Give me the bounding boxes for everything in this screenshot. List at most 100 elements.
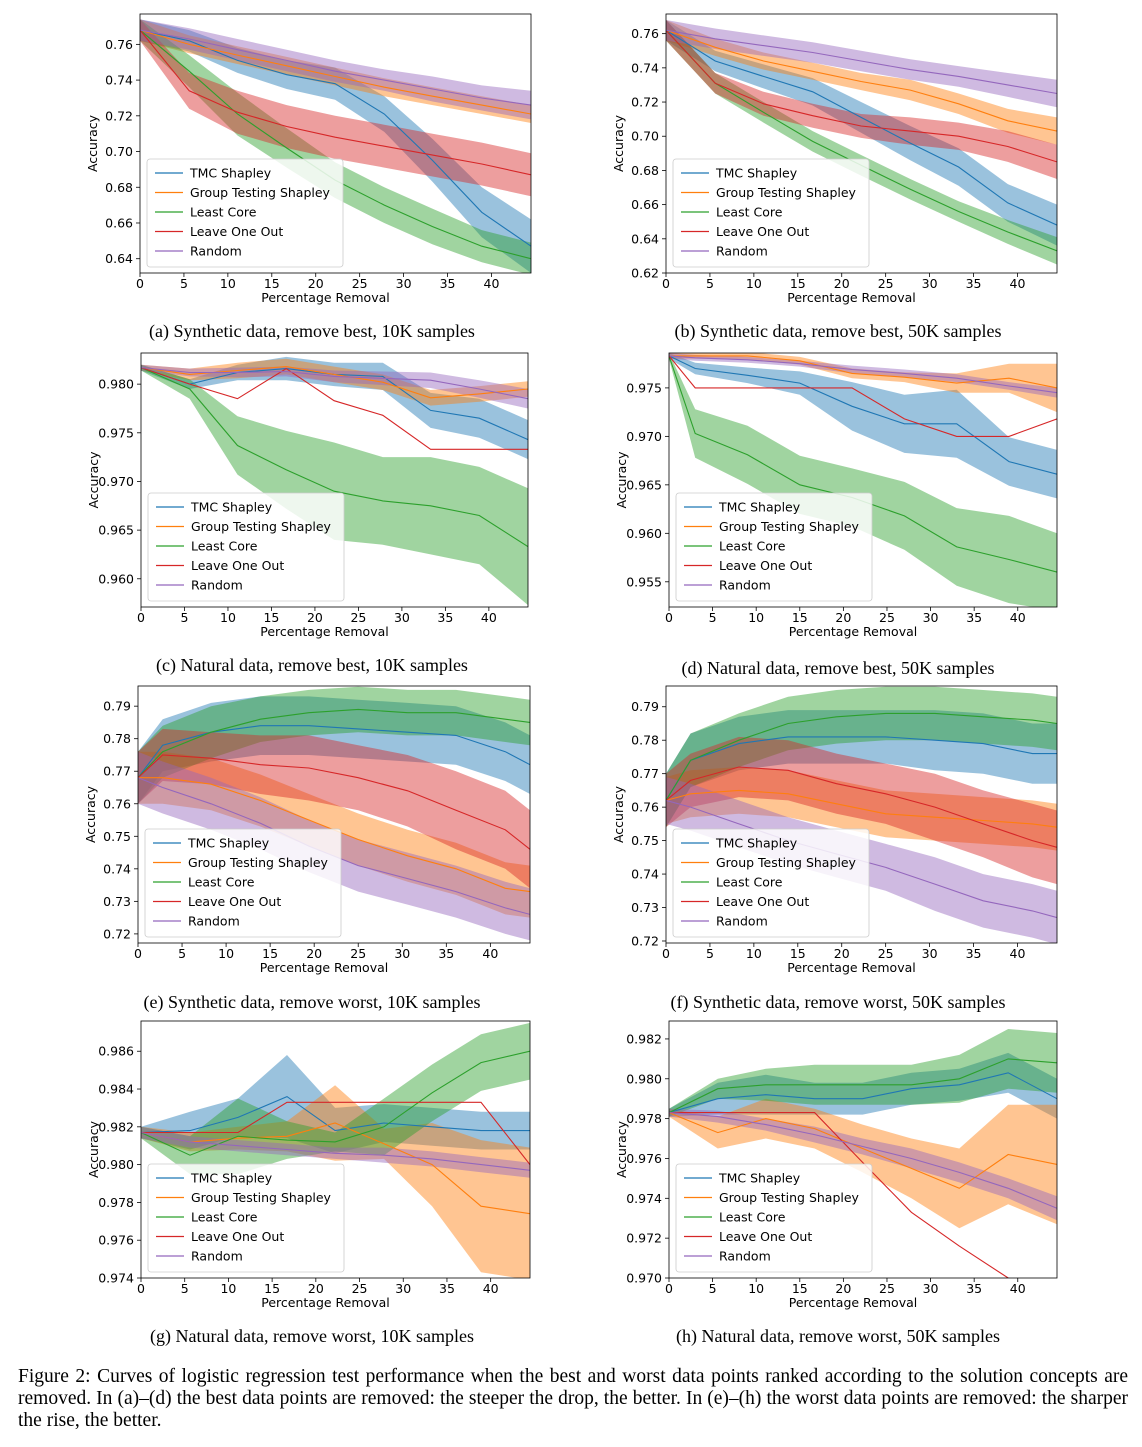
legend-label-tmc-shapley: TMC Shapley: [715, 836, 798, 851]
x-tick-label: 10: [746, 276, 762, 291]
x-axis-label: Percentage Removal: [787, 290, 915, 305]
x-tick-label: 25: [350, 946, 366, 961]
x-tick-label: 10: [746, 946, 762, 961]
line-group-testing-shapley: [140, 29, 531, 115]
y-tick-label: 0.70: [105, 144, 133, 159]
legend-label-tmc-shapley: TMC Shapley: [190, 500, 273, 515]
panel-caption: (a) Synthetic data, remove best, 10K sam…: [149, 321, 475, 342]
legend-box: [675, 1163, 873, 1273]
x-tick-label: 30: [396, 276, 412, 291]
legend-label-leave-one-out: Leave One Out: [719, 558, 812, 573]
x-tick-label: 40: [1010, 946, 1026, 961]
x-tick-label: 25: [352, 276, 368, 291]
y-tick-label: 0.980: [98, 1157, 134, 1172]
x-tick-label: 40: [1010, 1281, 1026, 1296]
x-axis-label: Percentage Removal: [789, 624, 917, 639]
band-group-testing-shapley: [669, 353, 1057, 413]
legend-label-tmc-shapley: TMC Shapley: [718, 500, 801, 515]
y-tick-label: 0.76: [631, 800, 659, 815]
legend-box: [147, 1163, 345, 1273]
x-tick-label: 25: [878, 276, 894, 291]
x-tick-label: 5: [706, 276, 714, 291]
x-tick-label: 15: [792, 1281, 808, 1296]
legend-label-tmc-shapley: TMC Shapley: [190, 1171, 273, 1186]
legend-label-leave-one-out: Leave One Out: [191, 558, 284, 573]
x-tick-label: 15: [263, 610, 279, 625]
legend-label-random: Random: [190, 244, 242, 259]
y-tick-label: 0.68: [631, 163, 659, 178]
x-tick-label: 5: [709, 610, 717, 625]
legend-label-random: Random: [716, 914, 768, 929]
band-random: [669, 353, 1057, 398]
line-group-testing-shapley: [669, 1112, 1057, 1189]
panel-caption: (h) Natural data, remove worst, 50K samp…: [676, 1326, 1000, 1347]
line-random: [141, 1131, 530, 1171]
line-tmc-shapley: [666, 736, 1057, 801]
line-leave-one-out: [669, 1112, 1010, 1278]
x-tick-label: 25: [878, 946, 894, 961]
legend-label-group-testing-shapley: Group Testing Shapley: [719, 1190, 860, 1205]
x-tick-label: 10: [220, 610, 236, 625]
panel-caption: (d) Natural data, remove best, 50K sampl…: [682, 658, 995, 679]
plot-area: [140, 19, 531, 273]
legend-label-random: Random: [191, 578, 243, 593]
line-random: [140, 29, 531, 106]
line-group-testing-shapley: [141, 1122, 530, 1215]
legend-box: [144, 828, 342, 938]
band-tmc-shapley: [141, 1055, 530, 1154]
x-tick-label: 0: [134, 946, 142, 961]
chart-panel-d: 0 5 10 15 20 25 30 35 40 0.955 0.960 0.965 0.970 0.97…: [614, 352, 1058, 679]
line-leave-one-out: [666, 766, 1057, 848]
x-tick-label: 40: [1010, 610, 1026, 625]
band-tmc-shapley: [141, 356, 528, 460]
y-tick-label: 0.978: [626, 1111, 662, 1126]
legend: TMC Shapley Group Testing Shapley Least Co…: [147, 492, 345, 602]
x-axis-label: Percentage Removal: [261, 1295, 389, 1310]
y-tick-label: 0.76: [103, 796, 131, 811]
line-random: [666, 29, 1057, 95]
legend-label-group-testing-shapley: Group Testing Shapley: [716, 855, 857, 870]
band-random: [140, 19, 531, 120]
y-tick-label: 0.970: [626, 1271, 662, 1286]
y-axis-label: Accuracy: [86, 451, 101, 509]
figure-caption: Figure 2: Curves of logistic regression …: [18, 1366, 1128, 1431]
x-tick-label: 5: [706, 946, 714, 961]
y-tick-label: 0.965: [626, 477, 662, 492]
band-group-testing-shapley: [666, 20, 1057, 145]
legend-label-random: Random: [716, 244, 768, 259]
legend-label-group-testing-shapley: Group Testing Shapley: [719, 519, 860, 534]
x-tick-label: 5: [181, 610, 189, 625]
legend-label-least-core: Least Core: [719, 539, 786, 554]
y-tick-label: 0.974: [98, 1271, 134, 1286]
x-tick-label: 35: [966, 610, 982, 625]
x-tick-label: 15: [264, 276, 280, 291]
band-tmc-shapley: [140, 19, 531, 273]
legend-label-leave-one-out: Leave One Out: [716, 894, 809, 909]
x-tick-label: 20: [308, 276, 324, 291]
x-axis-label: Percentage Removal: [260, 624, 388, 639]
y-tick-label: 0.975: [98, 425, 134, 440]
line-group-testing-shapley: [666, 789, 1057, 828]
plot-area: [141, 356, 528, 606]
plot-frame: [668, 352, 1058, 608]
legend-label-leave-one-out: Leave One Out: [716, 224, 809, 239]
x-tick-label: 10: [220, 276, 236, 291]
x-tick-label: 35: [966, 946, 982, 961]
y-tick-label: 0.64: [631, 231, 659, 246]
legend-box: [672, 158, 870, 268]
y-tick-label: 0.66: [631, 197, 659, 212]
figure-svg: 0 5 10 15 20 25 30 35 40 0.64 0.66 0.68 0.70 0.72 0.74…: [83, 13, 1058, 1347]
y-tick-label: 0.972: [626, 1231, 662, 1246]
plot-frame: [665, 685, 1058, 944]
y-tick-label: 0.68: [105, 180, 133, 195]
y-tick-label: 0.975: [626, 380, 662, 395]
chart-panel-h: 0 5 10 15 20 25 30 35 40 0.970 0.972 0.974 0.976 0.97…: [614, 1020, 1058, 1347]
y-tick-label: 0.982: [626, 1031, 662, 1046]
legend: TMC Shapley Group Testing Shapley Least Co…: [672, 158, 870, 268]
x-tick-label: 10: [220, 1281, 236, 1296]
x-tick-label: 15: [264, 1281, 280, 1296]
y-tick-label: 0.965: [98, 523, 134, 538]
line-leave-one-out: [141, 1101, 530, 1165]
y-tick-label: 0.77: [103, 764, 131, 779]
y-axis-label: Accuracy: [614, 451, 629, 509]
